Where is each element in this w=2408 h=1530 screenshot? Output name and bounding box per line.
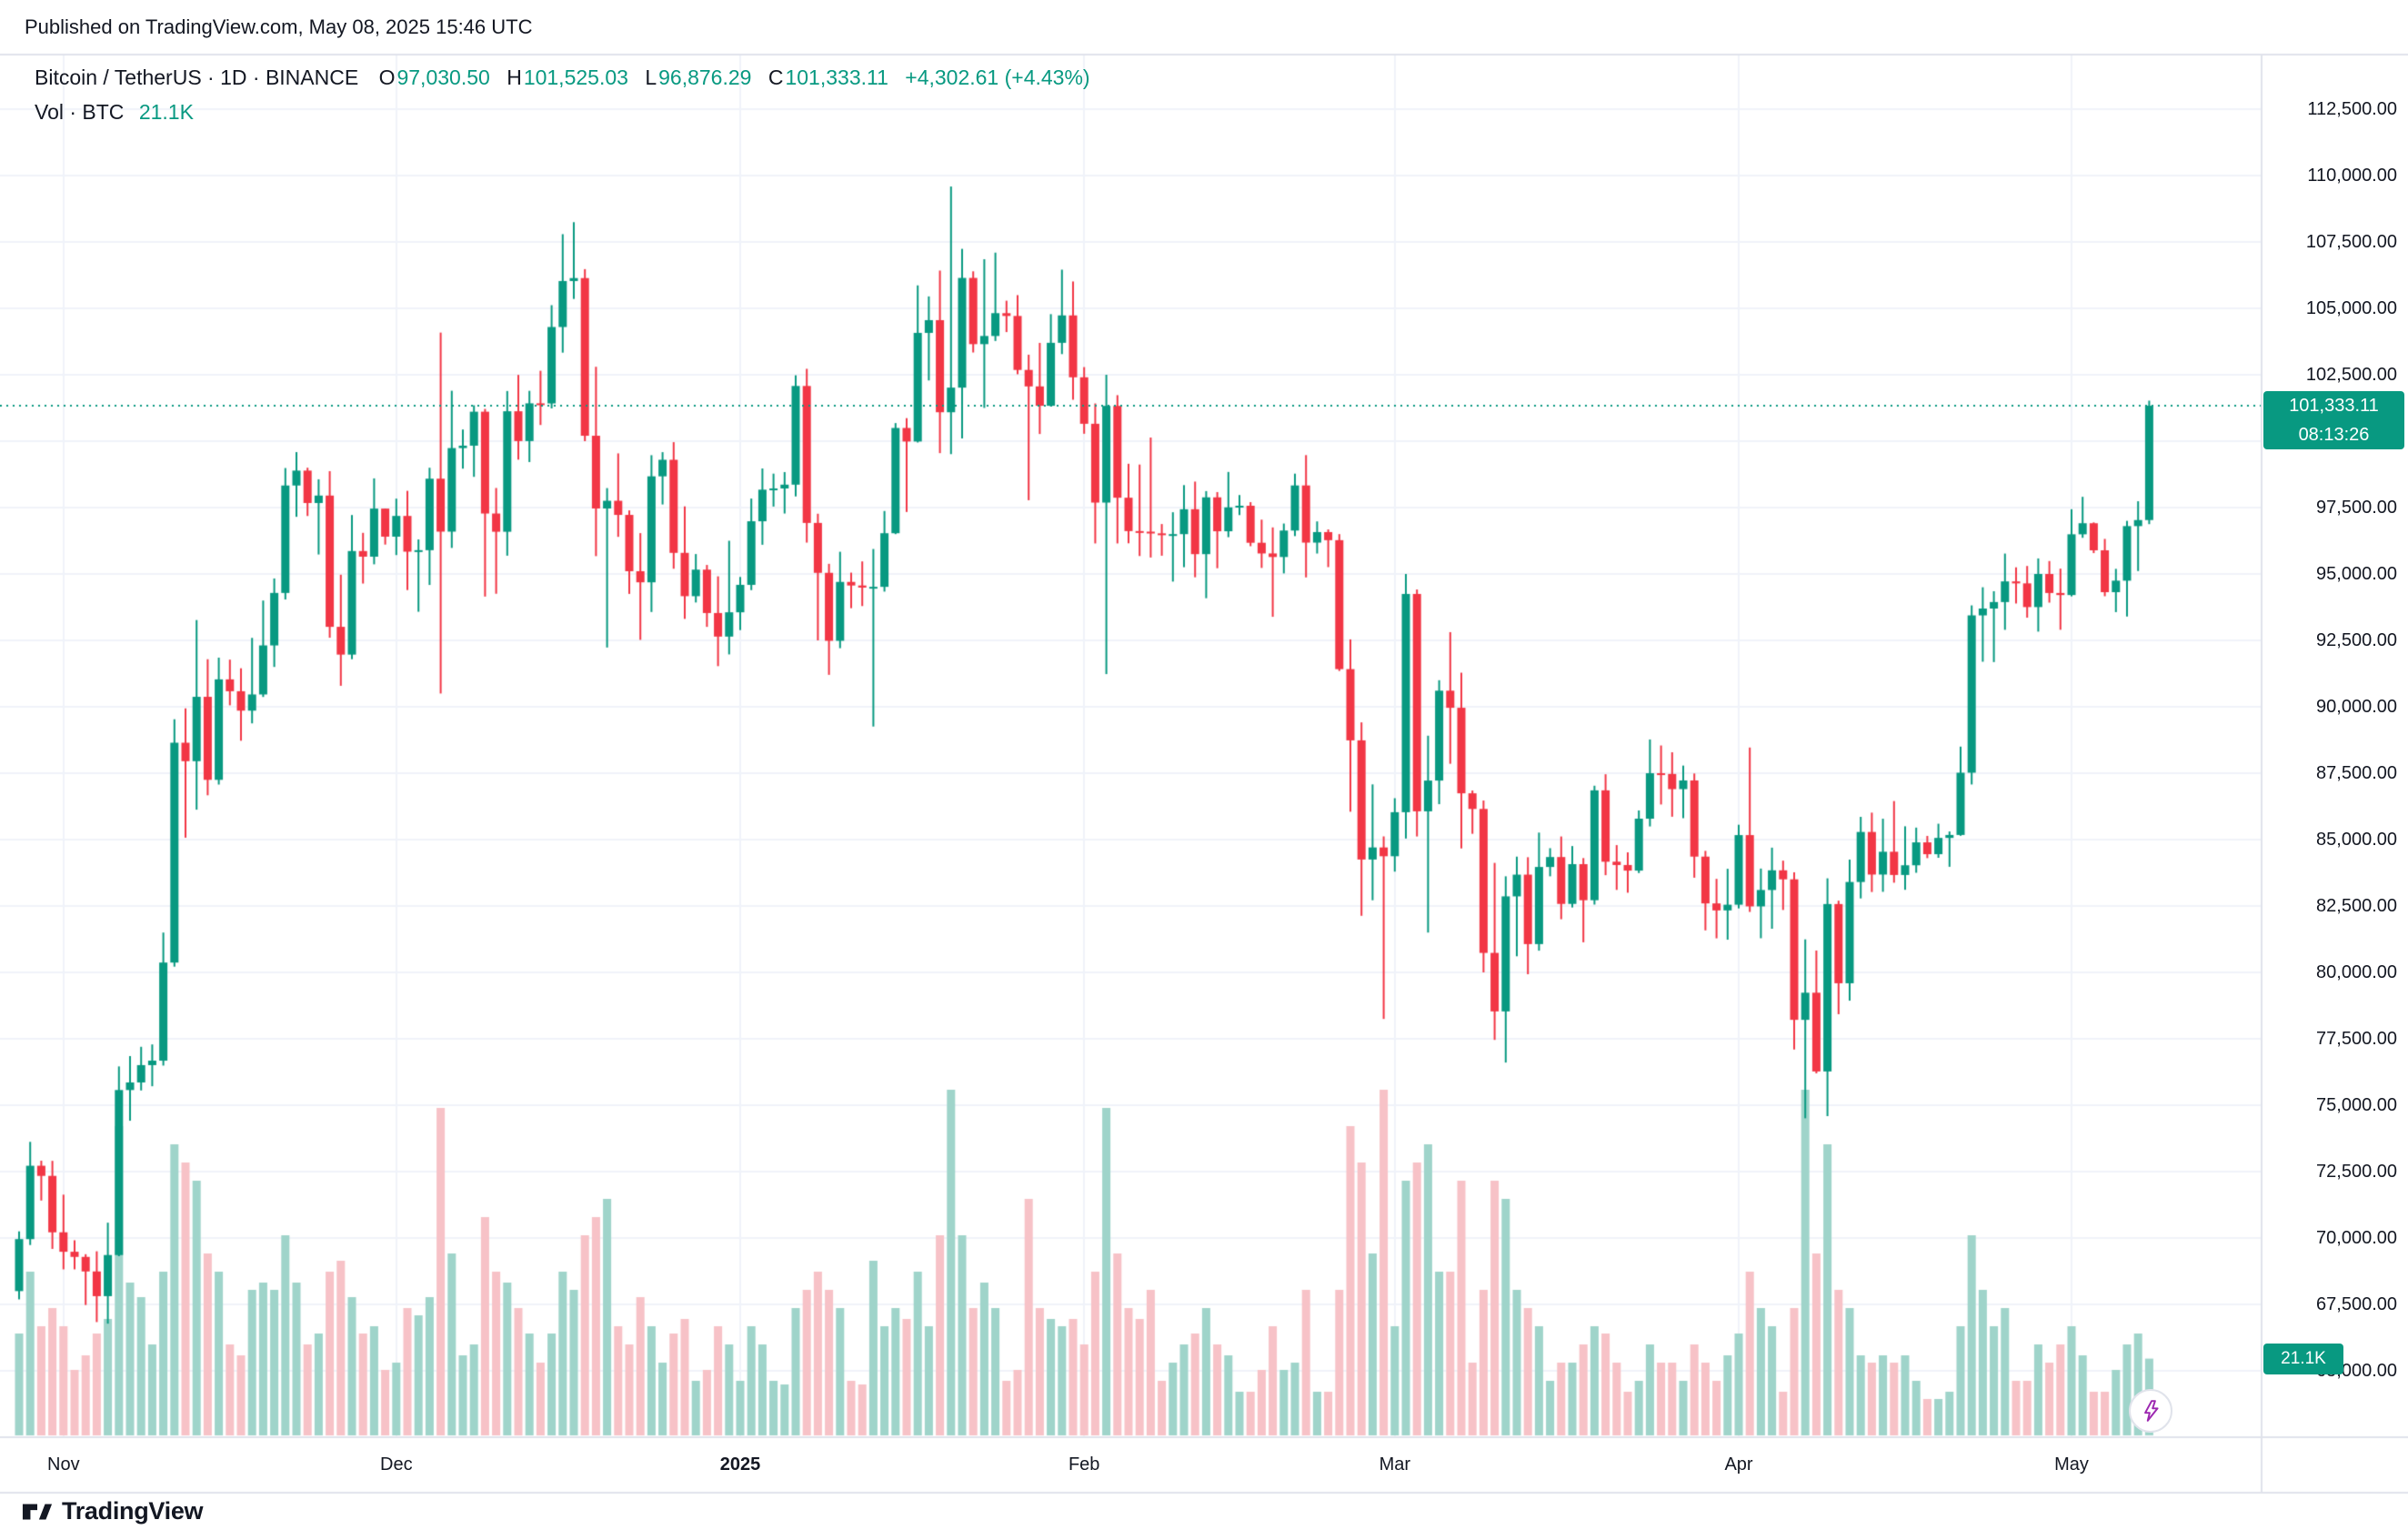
- close-label: C: [768, 65, 784, 89]
- high-label: H: [507, 65, 522, 89]
- price-axis-label: 67,500.00: [2316, 1294, 2397, 1314]
- price-axis-label: 112,500.00: [2307, 99, 2397, 119]
- footer-bar: TradingView: [22, 1493, 204, 1530]
- time-axis-label: Nov: [47, 1455, 80, 1475]
- price-axis-label: 102,500.00: [2305, 365, 2397, 385]
- price-axis-label: 110,000.00: [2307, 166, 2397, 186]
- symbol-title[interactable]: Bitcoin / TetherUS · 1D · BINANCE: [35, 65, 359, 89]
- price-axis-label: 70,000.00: [2316, 1228, 2397, 1248]
- time-axis-label: Feb: [1068, 1455, 1100, 1475]
- time-axis-label: Dec: [380, 1455, 413, 1475]
- tradingview-logo-icon[interactable]: [22, 1499, 53, 1525]
- change-value: +4,302.61 (+4.43%): [905, 65, 1090, 89]
- price-axis-scale[interactable]: 112,500.00 110,000.00 107,500.00 105,000.00…: [2262, 0, 2408, 1493]
- last-price-value: 101,333.11: [2289, 396, 2379, 417]
- open-value: 97,030.50: [396, 65, 490, 89]
- tradingview-brand-text[interactable]: TradingView: [62, 1497, 204, 1525]
- last-volume-value: 21.1K: [2281, 1348, 2326, 1368]
- bar-countdown: 08:13:26: [2298, 425, 2370, 446]
- time-axis-label: Apr: [1724, 1455, 1753, 1475]
- time-axis-label: May: [2054, 1455, 2089, 1475]
- price-axis-label: 75,000.00: [2316, 1095, 2397, 1115]
- lightning-icon: [2144, 1400, 2159, 1422]
- published-line: Published on TradingView.com, May 08, 20…: [25, 15, 533, 38]
- price-axis-label: 85,000.00: [2316, 830, 2397, 850]
- price-axis-label: 105,000.00: [2305, 298, 2397, 318]
- last-price-badge: 101,333.11 08:13:26: [2263, 391, 2404, 450]
- price-axis-label: 107,500.00: [2305, 232, 2397, 252]
- open-label: O: [378, 65, 396, 89]
- last-volume-badge: 21.1K: [2263, 1343, 2343, 1374]
- boost-button[interactable]: [2129, 1389, 2172, 1433]
- price-axis-label: 87,500.00: [2316, 763, 2397, 783]
- volume-label[interactable]: Vol · BTC: [35, 100, 125, 124]
- low-value: 96,876.29: [658, 65, 752, 89]
- published-header: Published on TradingView.com, May 08, 20…: [25, 0, 532, 55]
- time-axis-scale[interactable]: Nov Dec 2025 Feb Mar Apr May: [0, 1437, 2262, 1493]
- price-axis-label: 72,500.00: [2316, 1162, 2397, 1182]
- price-axis-label: 82,500.00: [2316, 896, 2397, 916]
- close-value: 101,333.11: [785, 65, 888, 89]
- price-axis-label: 95,000.00: [2316, 564, 2397, 584]
- volume-value: 21.1K: [138, 100, 194, 124]
- legend-symbol-row: Bitcoin / TetherUS · 1D · BINANCE O97,03…: [35, 60, 1090, 95]
- price-axis-label: 77,500.00: [2316, 1029, 2397, 1049]
- price-axis-label: 97,500.00: [2316, 498, 2397, 518]
- time-axis-label: Mar: [1379, 1455, 1411, 1475]
- legend-volume-row: Vol · BTC 21.1K: [35, 95, 1090, 129]
- price-axis-label: 90,000.00: [2316, 697, 2397, 717]
- price-axis-label: 80,000.00: [2316, 962, 2397, 982]
- time-axis-label: 2025: [719, 1455, 761, 1475]
- chart-legend: Bitcoin / TetherUS · 1D · BINANCE O97,03…: [35, 60, 1090, 129]
- low-label: L: [645, 65, 657, 89]
- high-value: 101,525.03: [523, 65, 628, 89]
- price-axis-label: 92,500.00: [2316, 630, 2397, 650]
